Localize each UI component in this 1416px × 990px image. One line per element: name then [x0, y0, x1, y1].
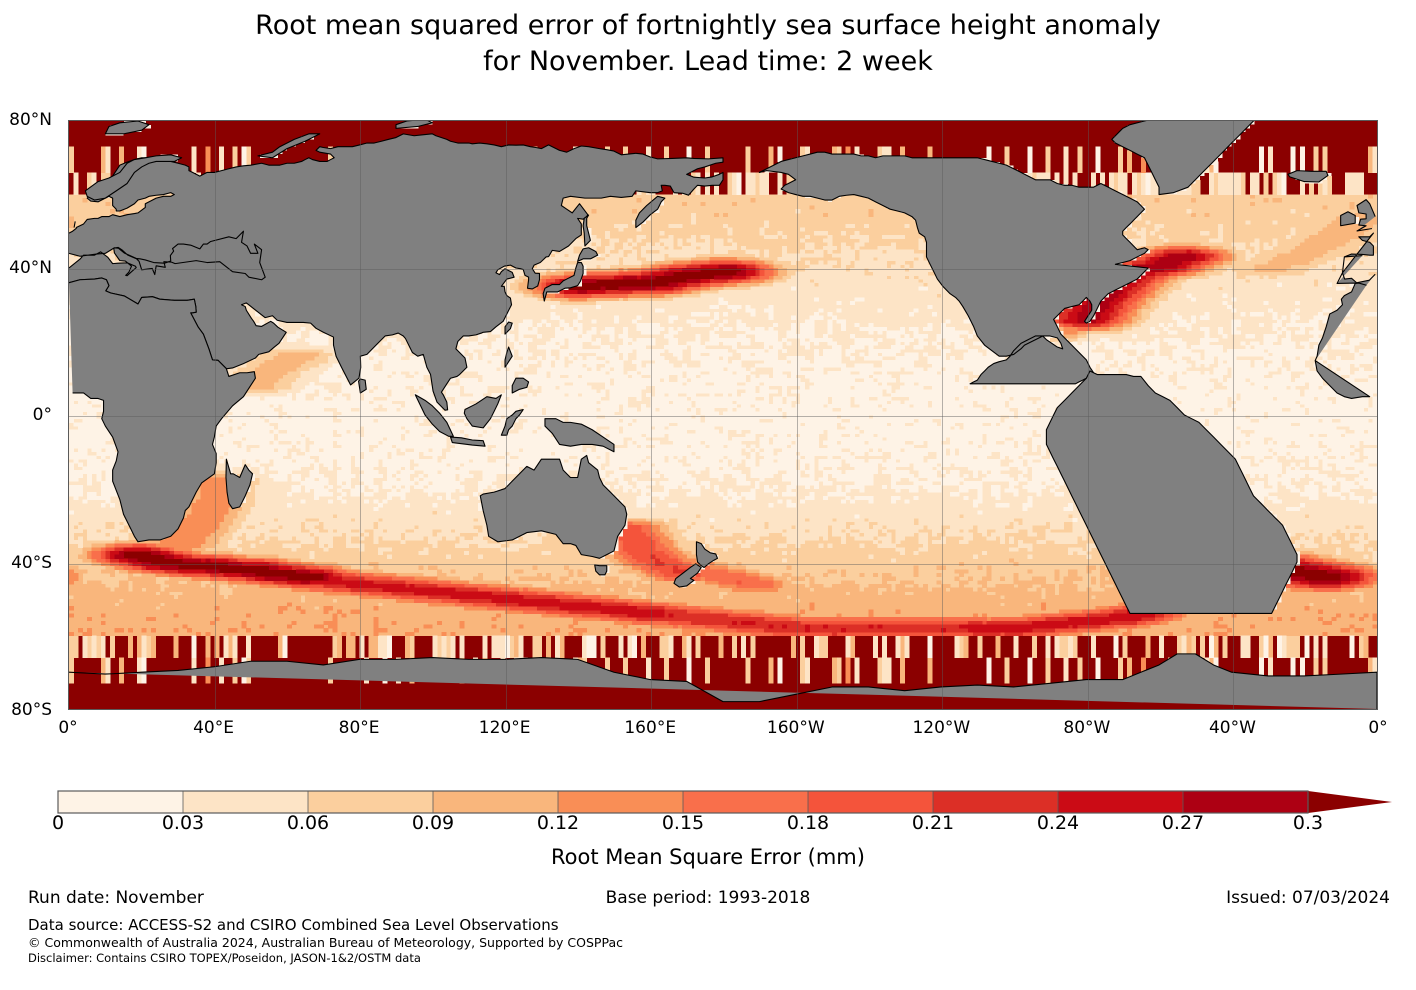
colorbar-tick-5: 0.15	[661, 812, 705, 834]
rmse-color-band	[69, 146, 1377, 684]
run-date-text: Run date: November	[28, 888, 204, 908]
source-block: Data source: ACCESS-S2 and CSIRO Combine…	[28, 916, 1128, 966]
landmass-australia	[479, 454, 628, 559]
colorbar-title: Root Mean Square Error (mm)	[551, 845, 865, 869]
colorbar-tick-3: 0.09	[411, 812, 455, 834]
landmass-greenland	[1111, 121, 1255, 196]
colorbar-segment-0	[58, 791, 184, 813]
landmass-tasmania	[594, 564, 608, 576]
landmass-japan	[542, 261, 584, 302]
rmse-color-band	[69, 121, 1377, 709]
colorbar-tick-1: 0.03	[161, 812, 205, 834]
landmass-ireland	[1340, 211, 1356, 227]
longitude-tick-5: 160°W	[766, 718, 825, 738]
latitude-tick-1: 40°N	[9, 257, 52, 278]
colorbar-gradient	[57, 790, 1392, 814]
colorbar-tick-4: 0.12	[536, 812, 580, 834]
colorbar	[24, 786, 1392, 820]
land-masses	[69, 121, 1377, 709]
landmass-scandinavia-extra	[84, 154, 183, 201]
longitude-tick-4: 160°E	[624, 718, 677, 738]
colorbar-extend-max-arrow	[1308, 791, 1392, 813]
rmse-color-band	[69, 146, 1377, 684]
landmass-iceland	[1287, 170, 1329, 183]
longitude-tick-8: 40°W	[1208, 718, 1256, 738]
colorbar-segment-5	[683, 791, 809, 813]
latitude-tick-0: 80°N	[9, 110, 52, 130]
page-title: Root mean squared error of fortnightly s…	[255, 10, 1161, 77]
colorbar-tick-2: 0.06	[286, 812, 330, 834]
landmass-borneo	[463, 394, 502, 429]
issued-date-text: Issued: 07/03/2024	[1226, 888, 1390, 908]
colorbar-segment-9	[1183, 791, 1309, 813]
map-axes	[68, 120, 1378, 710]
data-source-text: Data source: ACCESS-S2 and CSIRO Combine…	[28, 916, 559, 934]
colorbar-segment-7	[933, 791, 1059, 813]
landmass-namerica	[758, 151, 1149, 385]
longitude-tick-1: 40°E	[193, 718, 234, 738]
latitude-axis-labels: 80°N 40°N 0° 40°S 80°S	[0, 110, 60, 720]
landmass-greatbritain	[73, 199, 1376, 232]
colorbar-segment-4	[558, 791, 684, 813]
colorbar-tick-9: 0.27	[1161, 812, 1205, 834]
landmass-eurasia-africa	[69, 133, 1376, 411]
landmass-sulawesi	[500, 408, 524, 436]
landmass-samerica	[1045, 370, 1298, 614]
colorbar-segment-2	[308, 791, 434, 813]
longitude-axis-labels: 0° 40°E 80°E 120°E 160°E 160°W 120°W 80°W 40°W 0°	[58, 712, 1387, 742]
longitude-tick-3: 120°E	[478, 718, 531, 738]
footer-row: Run date: November Base period: 1993-201…	[0, 888, 1416, 912]
landmass-newguinea	[544, 418, 615, 453]
colorbar-tick-8: 0.24	[1036, 812, 1080, 834]
colorbar-segment-1	[183, 791, 309, 813]
landmass-java	[449, 436, 486, 447]
rmse-color-band	[69, 146, 1377, 684]
landmass-madagascar	[225, 458, 254, 510]
landmass-antarctica	[69, 653, 1377, 709]
landmass-newzealand-s	[673, 563, 702, 588]
landmass-philippines2	[511, 377, 530, 394]
world-map-heatmap	[69, 121, 1377, 709]
landmass-hokkaido	[577, 247, 599, 262]
colorbar-segment-6	[808, 791, 934, 813]
longitude-tick-6: 120°W	[912, 718, 971, 738]
latitude-tick-3: 40°S	[11, 552, 52, 573]
longitude-tick-7: 80°W	[1063, 718, 1111, 738]
colorbar-segment-8	[1058, 791, 1184, 813]
longitude-tick-9: 0°	[1368, 718, 1388, 738]
latitude-tick-2: 0°	[32, 405, 52, 425]
landmass-india-sri	[358, 378, 367, 394]
disclaimer-text: Disclaimer: Contains CSIRO TOPEX/Poseido…	[28, 951, 421, 965]
landmass-taiwan-hainan	[504, 321, 513, 335]
landmass-sumatra	[414, 394, 454, 437]
landmass-kamchatka	[635, 195, 666, 229]
landmass-novaya	[257, 133, 321, 159]
landmass-sakhalin	[582, 214, 591, 247]
colorbar-tick-0: 0	[51, 812, 65, 834]
copyright-text: © Commonwealth of Australia 2024, Austra…	[28, 935, 623, 950]
longitude-tick-2: 80°E	[338, 718, 380, 738]
colorbar-tick-6: 0.18	[786, 812, 830, 834]
colorbar-segment-3	[433, 791, 559, 813]
landmass-svalbard	[104, 121, 150, 135]
map-frame	[68, 120, 1378, 710]
colorbar-tick-10: 0.3	[1292, 812, 1324, 834]
base-period-text: Base period: 1993-2018	[605, 888, 811, 908]
colorbar-tick-7: 0.21	[911, 812, 955, 834]
landmass-newzealand-n	[695, 541, 719, 569]
landmass-africa	[69, 277, 1371, 543]
colorbar-tick-labels: 0 0.03 0.06 0.09 0.12 0.15 0.18 0.21 0.24 0.27 0.3	[24, 812, 1392, 838]
longitude-tick-0: 0°	[58, 718, 78, 738]
latitude-tick-4: 80°S	[11, 700, 52, 720]
landmass-severnaya	[395, 121, 433, 129]
landmass-philippines	[504, 346, 513, 368]
